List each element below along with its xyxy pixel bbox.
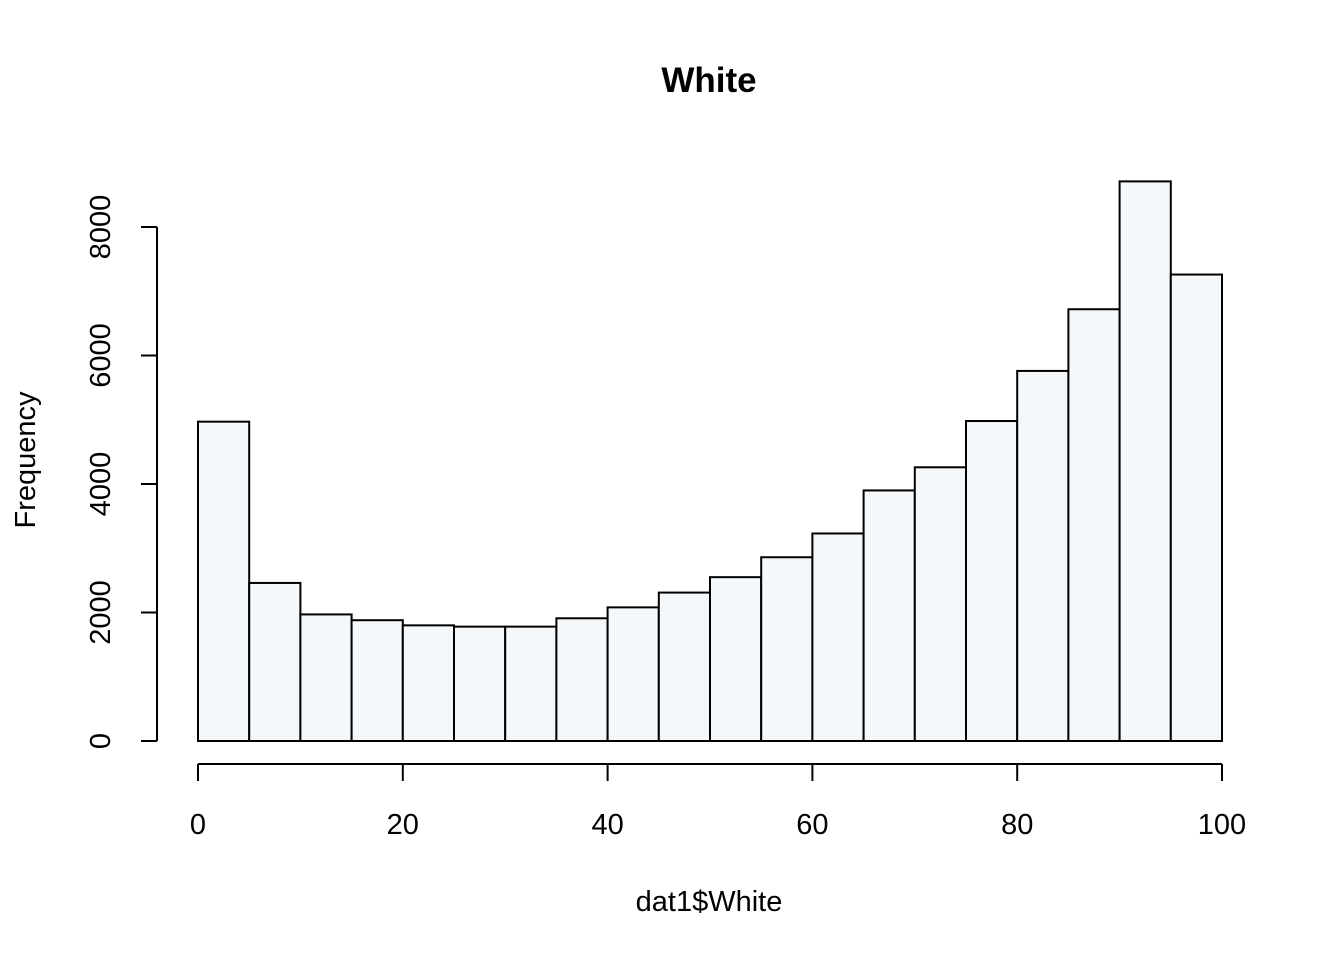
histogram-bar-1 [248, 581, 302, 742]
histogram-bar-5 [453, 625, 507, 743]
histogram-bar-6 [504, 625, 558, 743]
histogram-bar-16 [1016, 369, 1070, 742]
histogram-bar-15 [965, 420, 1019, 742]
x-axis-label: dat1$White [636, 886, 783, 918]
histogram-bar-12 [811, 532, 865, 742]
x-tick-label-3: 60 [796, 809, 828, 841]
histogram-bar-19 [1169, 273, 1224, 742]
histogram-bar-3 [350, 619, 404, 743]
x-axis: 0 20 40 60 80 100 [190, 763, 1246, 841]
y-tick-label-0: 0 [85, 733, 117, 749]
x-tick-label-2: 40 [591, 809, 623, 841]
histogram-bar-4 [401, 624, 455, 742]
x-tick-label-1: 20 [387, 809, 419, 841]
y-axis-label: Frequency [10, 391, 42, 529]
x-tick-label-5: 100 [1198, 809, 1246, 841]
y-tick-label-1: 2000 [85, 580, 117, 645]
histogram-bar-14 [913, 466, 967, 742]
histogram-bar-11 [760, 556, 814, 742]
y-tick-label-2: 4000 [85, 452, 117, 517]
bars-group [197, 180, 1224, 743]
histogram-bar-0 [197, 420, 251, 742]
chart-title: White [661, 61, 756, 100]
histogram-bar-17 [1067, 308, 1121, 742]
histogram-bar-13 [862, 489, 916, 742]
x-tick-label-0: 0 [190, 809, 206, 841]
histogram-bar-7 [555, 617, 609, 742]
y-tick-label-4: 8000 [85, 195, 117, 260]
y-axis: 0 2000 4000 6000 8000 [85, 195, 158, 749]
x-tick-label-4: 80 [1001, 809, 1033, 841]
histogram-bar-2 [299, 613, 353, 742]
y-tick-label-3: 6000 [85, 323, 117, 388]
histogram-bar-8 [606, 606, 660, 742]
histogram-bar-18 [1118, 180, 1172, 742]
histogram-bar-10 [709, 576, 763, 742]
histogram-bar-9 [657, 591, 711, 743]
